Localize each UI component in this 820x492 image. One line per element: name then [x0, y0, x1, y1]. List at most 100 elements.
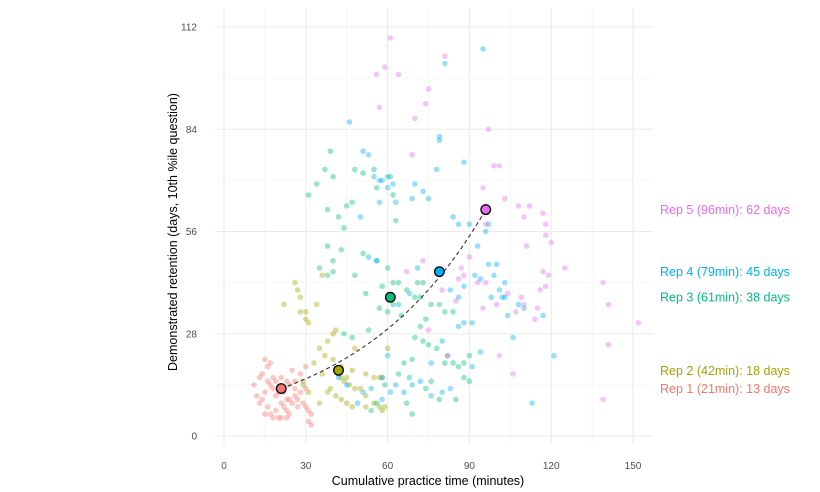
rep-mean-marker	[333, 364, 344, 376]
data-point	[346, 382, 353, 388]
data-point	[461, 159, 467, 165]
data-point	[382, 403, 388, 410]
data-point	[502, 195, 508, 202]
data-point	[392, 217, 399, 224]
data-point	[526, 203, 533, 209]
data-point	[264, 403, 271, 410]
data-point	[600, 279, 606, 286]
data-point	[305, 389, 312, 395]
data-point	[256, 400, 263, 406]
data-point	[504, 312, 511, 319]
x-axis-title: Cumulative practice time (minutes)	[332, 474, 524, 488]
data-point	[461, 319, 467, 326]
data-point	[477, 276, 484, 282]
data-point	[433, 345, 440, 352]
data-point	[362, 393, 369, 399]
data-point	[332, 393, 339, 399]
data-point	[395, 301, 402, 308]
data-point	[294, 403, 301, 410]
data-point	[289, 400, 295, 406]
data-point	[387, 35, 394, 41]
data-point	[368, 385, 375, 392]
data-point	[303, 363, 309, 370]
data-point	[349, 403, 355, 410]
data-point	[352, 272, 358, 279]
data-point	[278, 414, 285, 421]
data-point	[455, 276, 462, 282]
data-point	[384, 265, 391, 271]
data-point	[360, 389, 366, 395]
data-point	[480, 46, 486, 52]
data-point	[289, 367, 295, 374]
data-point	[360, 170, 366, 176]
data-point	[428, 360, 435, 366]
data-point	[311, 360, 317, 366]
data-point	[482, 228, 489, 235]
data-point	[409, 382, 415, 388]
data-point	[403, 268, 410, 275]
data-point	[474, 243, 481, 249]
data-point	[376, 177, 383, 184]
data-point	[499, 294, 505, 301]
data-point	[409, 195, 415, 202]
data-point	[414, 279, 421, 286]
data-point	[365, 152, 372, 158]
x-tick-label: 120	[543, 461, 560, 472]
data-point	[403, 400, 410, 406]
data-point	[496, 352, 503, 359]
data-point	[322, 166, 328, 173]
data-point	[442, 60, 448, 67]
data-point	[278, 400, 285, 406]
data-point	[283, 414, 290, 421]
data-point	[267, 411, 274, 417]
y-axis-title: Demonstrated retention (days, 10th %ile …	[166, 93, 180, 371]
data-point	[354, 400, 361, 406]
data-point	[439, 287, 445, 293]
data-point	[316, 345, 323, 352]
data-point	[412, 334, 418, 341]
data-point	[455, 294, 462, 301]
data-point	[281, 301, 287, 308]
data-point	[343, 400, 350, 406]
data-point	[376, 403, 383, 410]
rep-means	[275, 204, 492, 394]
y-tick-label: 112	[181, 23, 197, 34]
data-point	[262, 389, 268, 395]
data-point	[352, 345, 358, 352]
data-point	[294, 396, 301, 403]
data-point	[281, 403, 287, 410]
data-point	[324, 272, 331, 279]
data-point	[469, 363, 475, 370]
data-point	[406, 290, 413, 297]
data-point	[343, 203, 350, 209]
data-point	[515, 301, 522, 308]
data-point	[442, 309, 448, 315]
y-tick-label: 0	[191, 432, 197, 443]
data-point	[412, 294, 418, 301]
rep-mean-marker	[384, 291, 396, 303]
data-point	[349, 199, 355, 206]
data-point	[382, 382, 388, 388]
data-point	[485, 126, 492, 133]
data-point	[300, 382, 306, 388]
data-point	[542, 283, 549, 290]
data-point	[362, 290, 369, 297]
data-point	[466, 221, 473, 227]
data-point	[395, 371, 402, 377]
data-point	[338, 374, 345, 381]
data-point	[401, 389, 407, 395]
data-point	[387, 173, 394, 180]
data-point	[330, 330, 336, 337]
x-tick-label: 90	[464, 461, 476, 472]
data-point	[303, 403, 309, 410]
data-point	[270, 374, 276, 381]
data-point	[482, 279, 489, 286]
data-point	[542, 221, 549, 227]
data-point	[444, 352, 451, 359]
data-point	[275, 414, 282, 421]
y-tick-label: 28	[186, 329, 198, 340]
data-point	[376, 104, 383, 111]
data-point	[343, 382, 350, 388]
data-point	[444, 352, 451, 359]
data-point	[540, 210, 546, 217]
